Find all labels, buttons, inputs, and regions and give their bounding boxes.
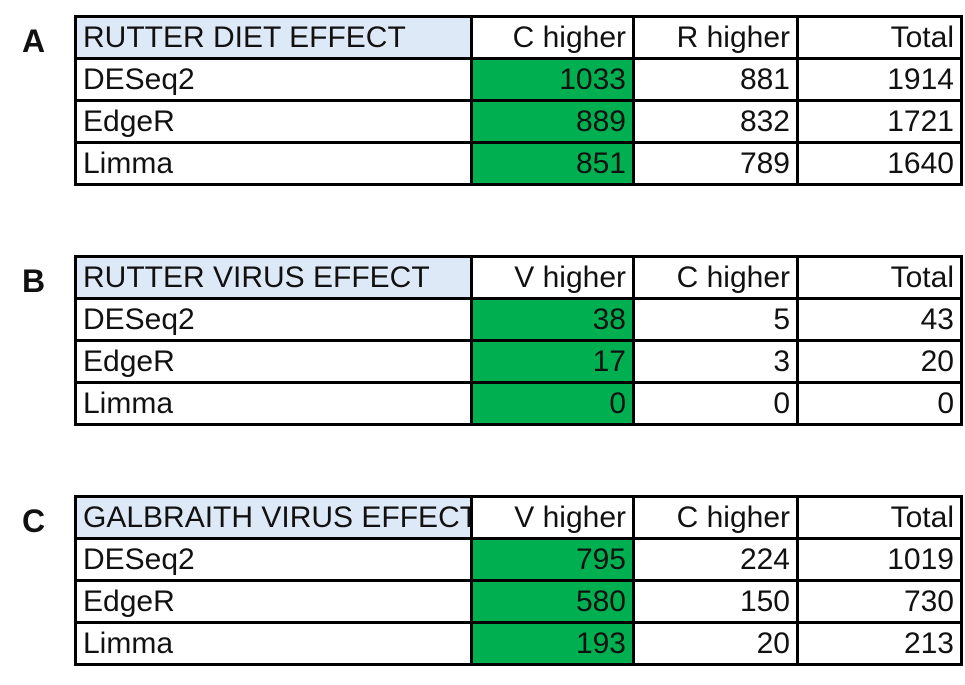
header-row: RUTTER DIET EFFECT C higher R higher Tot… xyxy=(74,15,963,60)
column-header: C higher xyxy=(470,15,635,60)
value-cell: 789 xyxy=(632,141,799,186)
table-a: RUTTER DIET EFFECT C higher R higher Tot… xyxy=(74,15,963,186)
value-cell: 3 xyxy=(632,339,799,384)
table-row: DESeq2 1033 881 1914 xyxy=(74,57,963,102)
table-row: Limma 0 0 0 xyxy=(74,381,963,426)
value-cell-highlight: 580 xyxy=(470,579,635,624)
value-cell-highlight: 17 xyxy=(470,339,635,384)
panel-label-a: A xyxy=(22,23,46,59)
column-header: Total xyxy=(796,495,963,540)
value-cell: 20 xyxy=(632,621,799,666)
method-label: Limma xyxy=(74,381,473,426)
method-label: DESeq2 xyxy=(74,297,473,342)
table-title: RUTTER VIRUS EFFECT xyxy=(74,255,473,300)
value-cell-total: 43 xyxy=(796,297,963,342)
value-cell-total: 0 xyxy=(796,381,963,426)
value-cell-total: 213 xyxy=(796,621,963,666)
value-cell-total: 1721 xyxy=(796,99,963,144)
value-cell-total: 1914 xyxy=(796,57,963,102)
table-row: EdgeR 889 832 1721 xyxy=(74,99,963,144)
value-cell-highlight: 889 xyxy=(470,99,635,144)
table-b: RUTTER VIRUS EFFECT V higher C higher To… xyxy=(74,255,963,426)
table-row: DESeq2 38 5 43 xyxy=(74,297,963,342)
column-header: V higher xyxy=(470,255,635,300)
value-cell: 0 xyxy=(632,381,799,426)
value-cell-highlight: 795 xyxy=(470,537,635,582)
column-header: Total xyxy=(796,15,963,60)
method-label: Limma xyxy=(74,141,473,186)
method-label: EdgeR xyxy=(74,339,473,384)
value-cell-highlight: 1033 xyxy=(470,57,635,102)
value-cell-total: 730 xyxy=(796,579,963,624)
table-row: EdgeR 17 3 20 xyxy=(74,339,963,384)
table-row: DESeq2 795 224 1019 xyxy=(74,537,963,582)
value-cell-total: 20 xyxy=(796,339,963,384)
value-cell: 5 xyxy=(632,297,799,342)
panel-label-b: B xyxy=(22,263,46,299)
value-cell-highlight: 193 xyxy=(470,621,635,666)
panel-label-c: C xyxy=(22,503,46,539)
column-header: C higher xyxy=(632,255,799,300)
column-header: R higher xyxy=(632,15,799,60)
value-cell: 881 xyxy=(632,57,799,102)
header-row: RUTTER VIRUS EFFECT V higher C higher To… xyxy=(74,255,963,300)
column-header: C higher xyxy=(632,495,799,540)
header-row: GALBRAITH VIRUS EFFECT V higher C higher… xyxy=(74,495,963,540)
column-header: V higher xyxy=(470,495,635,540)
value-cell-highlight: 38 xyxy=(470,297,635,342)
table-title: GALBRAITH VIRUS EFFECT xyxy=(74,495,473,540)
value-cell-total: 1640 xyxy=(796,141,963,186)
value-cell-total: 1019 xyxy=(796,537,963,582)
value-cell: 832 xyxy=(632,99,799,144)
method-label: DESeq2 xyxy=(74,537,473,582)
method-label: EdgeR xyxy=(74,99,473,144)
value-cell-highlight: 0 xyxy=(470,381,635,426)
table-row: EdgeR 580 150 730 xyxy=(74,579,963,624)
column-header: Total xyxy=(796,255,963,300)
value-cell-highlight: 851 xyxy=(470,141,635,186)
method-label: DESeq2 xyxy=(74,57,473,102)
value-cell: 224 xyxy=(632,537,799,582)
table-row: Limma 851 789 1640 xyxy=(74,141,963,186)
table-title: RUTTER DIET EFFECT xyxy=(74,15,473,60)
method-label: EdgeR xyxy=(74,579,473,624)
value-cell: 150 xyxy=(632,579,799,624)
method-label: Limma xyxy=(74,621,473,666)
table-row: Limma 193 20 213 xyxy=(74,621,963,666)
table-c: GALBRAITH VIRUS EFFECT V higher C higher… xyxy=(74,495,963,666)
